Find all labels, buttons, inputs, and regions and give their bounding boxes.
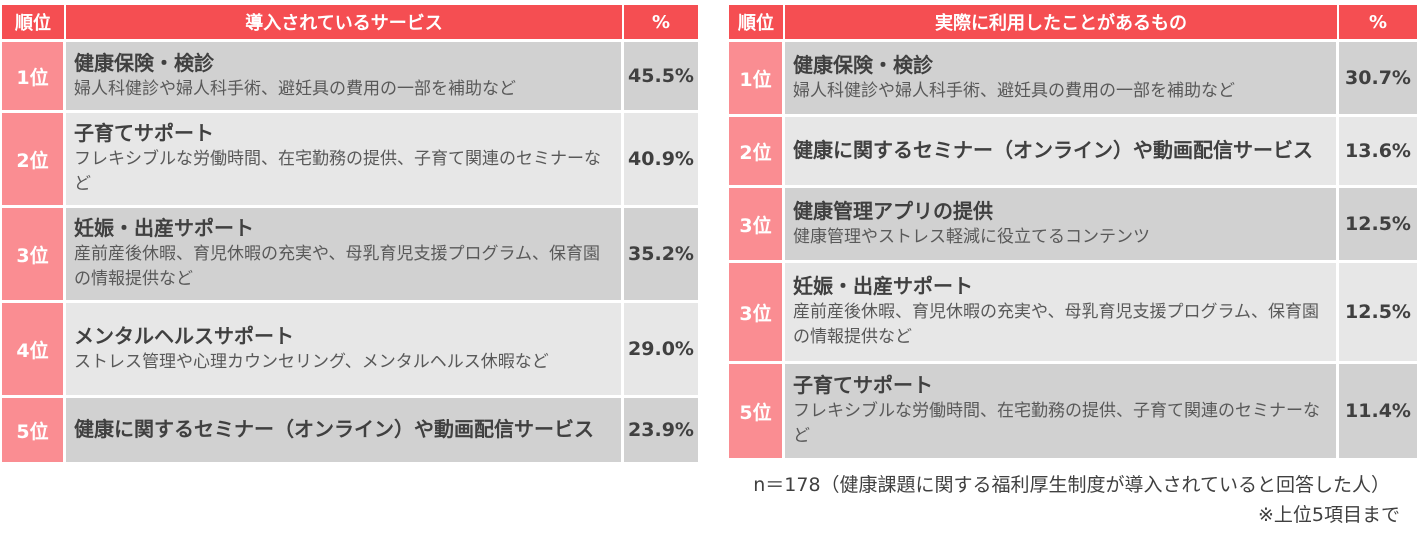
service-header: 導入されているサービス [66,5,624,39]
percent-cell: 40.9% [624,113,698,205]
table-row: 1位 健康保険・検診 婦人科健診や婦人科手術、避妊具の費用の一部を補助など 45… [2,42,698,110]
service-header: 実際に利用したことがあるもの [785,5,1339,39]
service-title: 健康管理アプリの提供 [793,198,993,223]
service-cell: 子育てサポート フレキシブルな労働時間、在宅勤務の提供、子育て関連のセミナーなど [785,364,1339,458]
introduced-services-table: 順位 導入されているサービス % 1位 健康保険・検診 婦人科健診や婦人科手術、… [2,2,698,465]
service-description: フレキシブルな労働時間、在宅勤務の提供、子育て関連のセミナーなど [793,401,1320,446]
rank-cell: 1位 [729,42,785,114]
rank-header: 順位 [2,5,66,39]
service-cell: 妊娠・出産サポート 産前産後休暇、育児休暇の充実や、母乳育児支援プログラム、保育… [66,208,624,300]
percent-cell: 23.9% [624,398,698,462]
service-description: 健康管理やストレス軽減に役立てるコンテンツ [793,226,1150,247]
used-services-table: 順位 実際に利用したことがあるもの % 1位 健康保険・検診 婦人科健診や婦人科… [729,2,1417,461]
rank-cell: 3位 [729,188,785,260]
table-row: 3位 妊娠・出産サポート 産前産後休暇、育児休暇の充実や、母乳育児支援プログラム… [729,263,1417,361]
service-cell: 健康保険・検診 婦人科健診や婦人科手術、避妊具の費用の一部を補助など [66,42,624,110]
service-title: メンタルヘルスサポート [74,323,294,348]
service-title: 子育てサポート [793,373,933,397]
service-description: 産前産後休暇、育児休暇の充実や、母乳育児支援プログラム、保育園の情報提供など [793,302,1319,347]
service-title: 健康保険・検診 [793,52,933,77]
table-row: 1位 健康保険・検診 婦人科健診や婦人科手術、避妊具の費用の一部を補助など 30… [729,42,1417,114]
service-cell: 健康に関するセミナー（オンライン）や動画配信サービス [66,398,624,462]
service-title: 妊娠・出産サポート [793,274,973,298]
sample-size-note: n＝178（健康課題に関する福利厚生制度が導入されていると回答した人） [753,474,1390,496]
table-row: 3位 妊娠・出産サポート 産前産後休暇、育児休暇の充実や、母乳育児支援プログラム… [2,208,698,300]
rank-cell: 5位 [2,398,66,462]
percent-cell: 29.0% [624,303,698,395]
service-description: ストレス管理や心理カウンセリング、メンタルヘルス休暇など [74,351,549,372]
rank-cell: 3位 [729,263,785,361]
percent-cell: 30.7% [1339,42,1417,114]
percent-cell: 12.5% [1339,263,1417,361]
rank-cell: 1位 [2,42,66,110]
service-title: 健康に関するセミナー（オンライン）や動画配信サービス [74,417,594,441]
table-row: 2位 子育てサポート フレキシブルな労働時間、在宅勤務の提供、子育て関連のセミナ… [2,113,698,205]
rank-cell: 3位 [2,208,66,300]
service-title: 健康に関するセミナー（オンライン）や動画配信サービス [793,138,1313,162]
service-title: 子育てサポート [74,121,214,145]
service-cell: 子育てサポート フレキシブルな労働時間、在宅勤務の提供、子育て関連のセミナーなど [66,113,624,205]
percent-cell: 11.4% [1339,364,1417,458]
service-title: 健康保険・検診 [74,50,214,75]
percent-header: % [624,5,698,39]
service-description: フレキシブルな労働時間、在宅勤務の提供、子育て関連のセミナーなど [74,149,601,194]
service-cell: 妊娠・出産サポート 産前産後休暇、育児休暇の充実や、母乳育児支援プログラム、保育… [785,263,1339,361]
top-items-note: ※上位5項目まで [1257,504,1400,526]
percent-cell: 35.2% [624,208,698,300]
table-row: 5位 健康に関するセミナー（オンライン）や動画配信サービス 23.9% [2,398,698,462]
table-row: 4位 メンタルヘルスサポート ストレス管理や心理カウンセリング、メンタルヘルス休… [2,303,698,395]
rank-cell: 2位 [2,113,66,205]
percent-cell: 13.6% [1339,117,1417,185]
rank-cell: 4位 [2,303,66,395]
percent-header: % [1339,5,1417,39]
rank-cell: 5位 [729,364,785,458]
table-row: 2位 健康に関するセミナー（オンライン）や動画配信サービス 13.6% [729,117,1417,185]
service-description: 婦人科健診や婦人科手術、避妊具の費用の一部を補助など [74,78,516,99]
percent-cell: 45.5% [624,42,698,110]
percent-cell: 12.5% [1339,188,1417,260]
rank-header: 順位 [729,5,785,39]
table-row: 3位 健康管理アプリの提供 健康管理やストレス軽減に役立てるコンテンツ 12.5… [729,188,1417,260]
service-title: 妊娠・出産サポート [74,216,254,240]
service-description: 婦人科健診や婦人科手術、避妊具の費用の一部を補助など [793,80,1235,101]
table-row: 5位 子育てサポート フレキシブルな労働時間、在宅勤務の提供、子育て関連のセミナ… [729,364,1417,458]
service-cell: 健康に関するセミナー（オンライン）や動画配信サービス [785,117,1339,185]
service-cell: 健康保険・検診 婦人科健診や婦人科手術、避妊具の費用の一部を補助など [785,42,1339,114]
rank-cell: 2位 [729,117,785,185]
service-cell: 健康管理アプリの提供 健康管理やストレス軽減に役立てるコンテンツ [785,188,1339,260]
service-cell: メンタルヘルスサポート ストレス管理や心理カウンセリング、メンタルヘルス休暇など [66,303,624,395]
service-description: 産前産後休暇、育児休暇の充実や、母乳育児支援プログラム、保育園の情報提供など [74,244,600,289]
